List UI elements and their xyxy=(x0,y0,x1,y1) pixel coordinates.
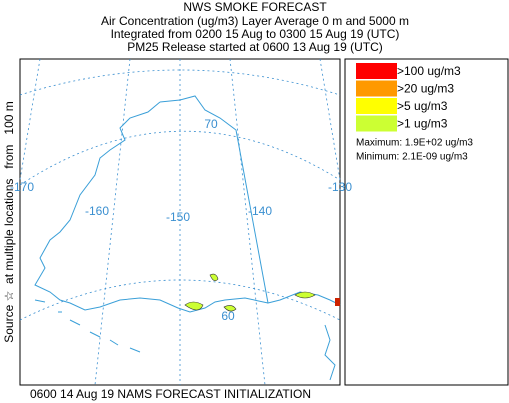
coastline xyxy=(159,95,341,306)
graticule xyxy=(19,130,341,186)
latitude-label: 70 xyxy=(204,117,218,131)
longitude-label: -160 xyxy=(85,204,109,218)
title: NWS SMOKE FORECAST xyxy=(183,0,327,14)
side-label: Source ☆ at multiple locations from 100 … xyxy=(2,101,16,343)
maximum: Maximum: 1.9E+02 ug/m3 xyxy=(356,138,473,149)
legend-label: >100 ug/m3 xyxy=(397,64,461,78)
islands xyxy=(34,299,141,353)
legend-swatch xyxy=(356,98,397,114)
footer: 0600 14 Aug 19 NAMS FORECAST INITIALIZAT… xyxy=(30,387,311,401)
graticule xyxy=(19,58,41,181)
legend-label: >20 ug/m3 xyxy=(397,82,454,96)
legend-swatch xyxy=(356,80,397,97)
longitude-label: -150 xyxy=(166,210,190,224)
legend-swatch xyxy=(356,115,397,132)
subtitle: PM25 Release started at 0600 13 Aug 19 (… xyxy=(127,40,382,54)
legend-label: >1 ug/m3 xyxy=(397,117,448,131)
smoke-plume xyxy=(335,298,340,306)
map xyxy=(19,58,341,386)
subtitle: Integrated from 0200 15 Aug to 0300 15 A… xyxy=(111,27,400,41)
longitude-label: -130 xyxy=(328,180,352,194)
minimum: Minimum: 2.1E-09 ug/m3 xyxy=(356,152,468,163)
graticule xyxy=(19,69,341,96)
subtitle: Air Concentration (ug/m3) Layer Average … xyxy=(101,14,409,28)
legend-swatch xyxy=(356,63,397,79)
legend-label: >5 ug/m3 xyxy=(397,99,448,113)
coastline xyxy=(324,324,336,381)
longitude-label: -170 xyxy=(10,180,34,194)
coastline xyxy=(34,101,269,313)
smoke-plume xyxy=(184,273,316,312)
longitude-label: -140 xyxy=(248,204,272,218)
latitude-label: 60 xyxy=(221,309,235,323)
graticule xyxy=(319,58,341,181)
